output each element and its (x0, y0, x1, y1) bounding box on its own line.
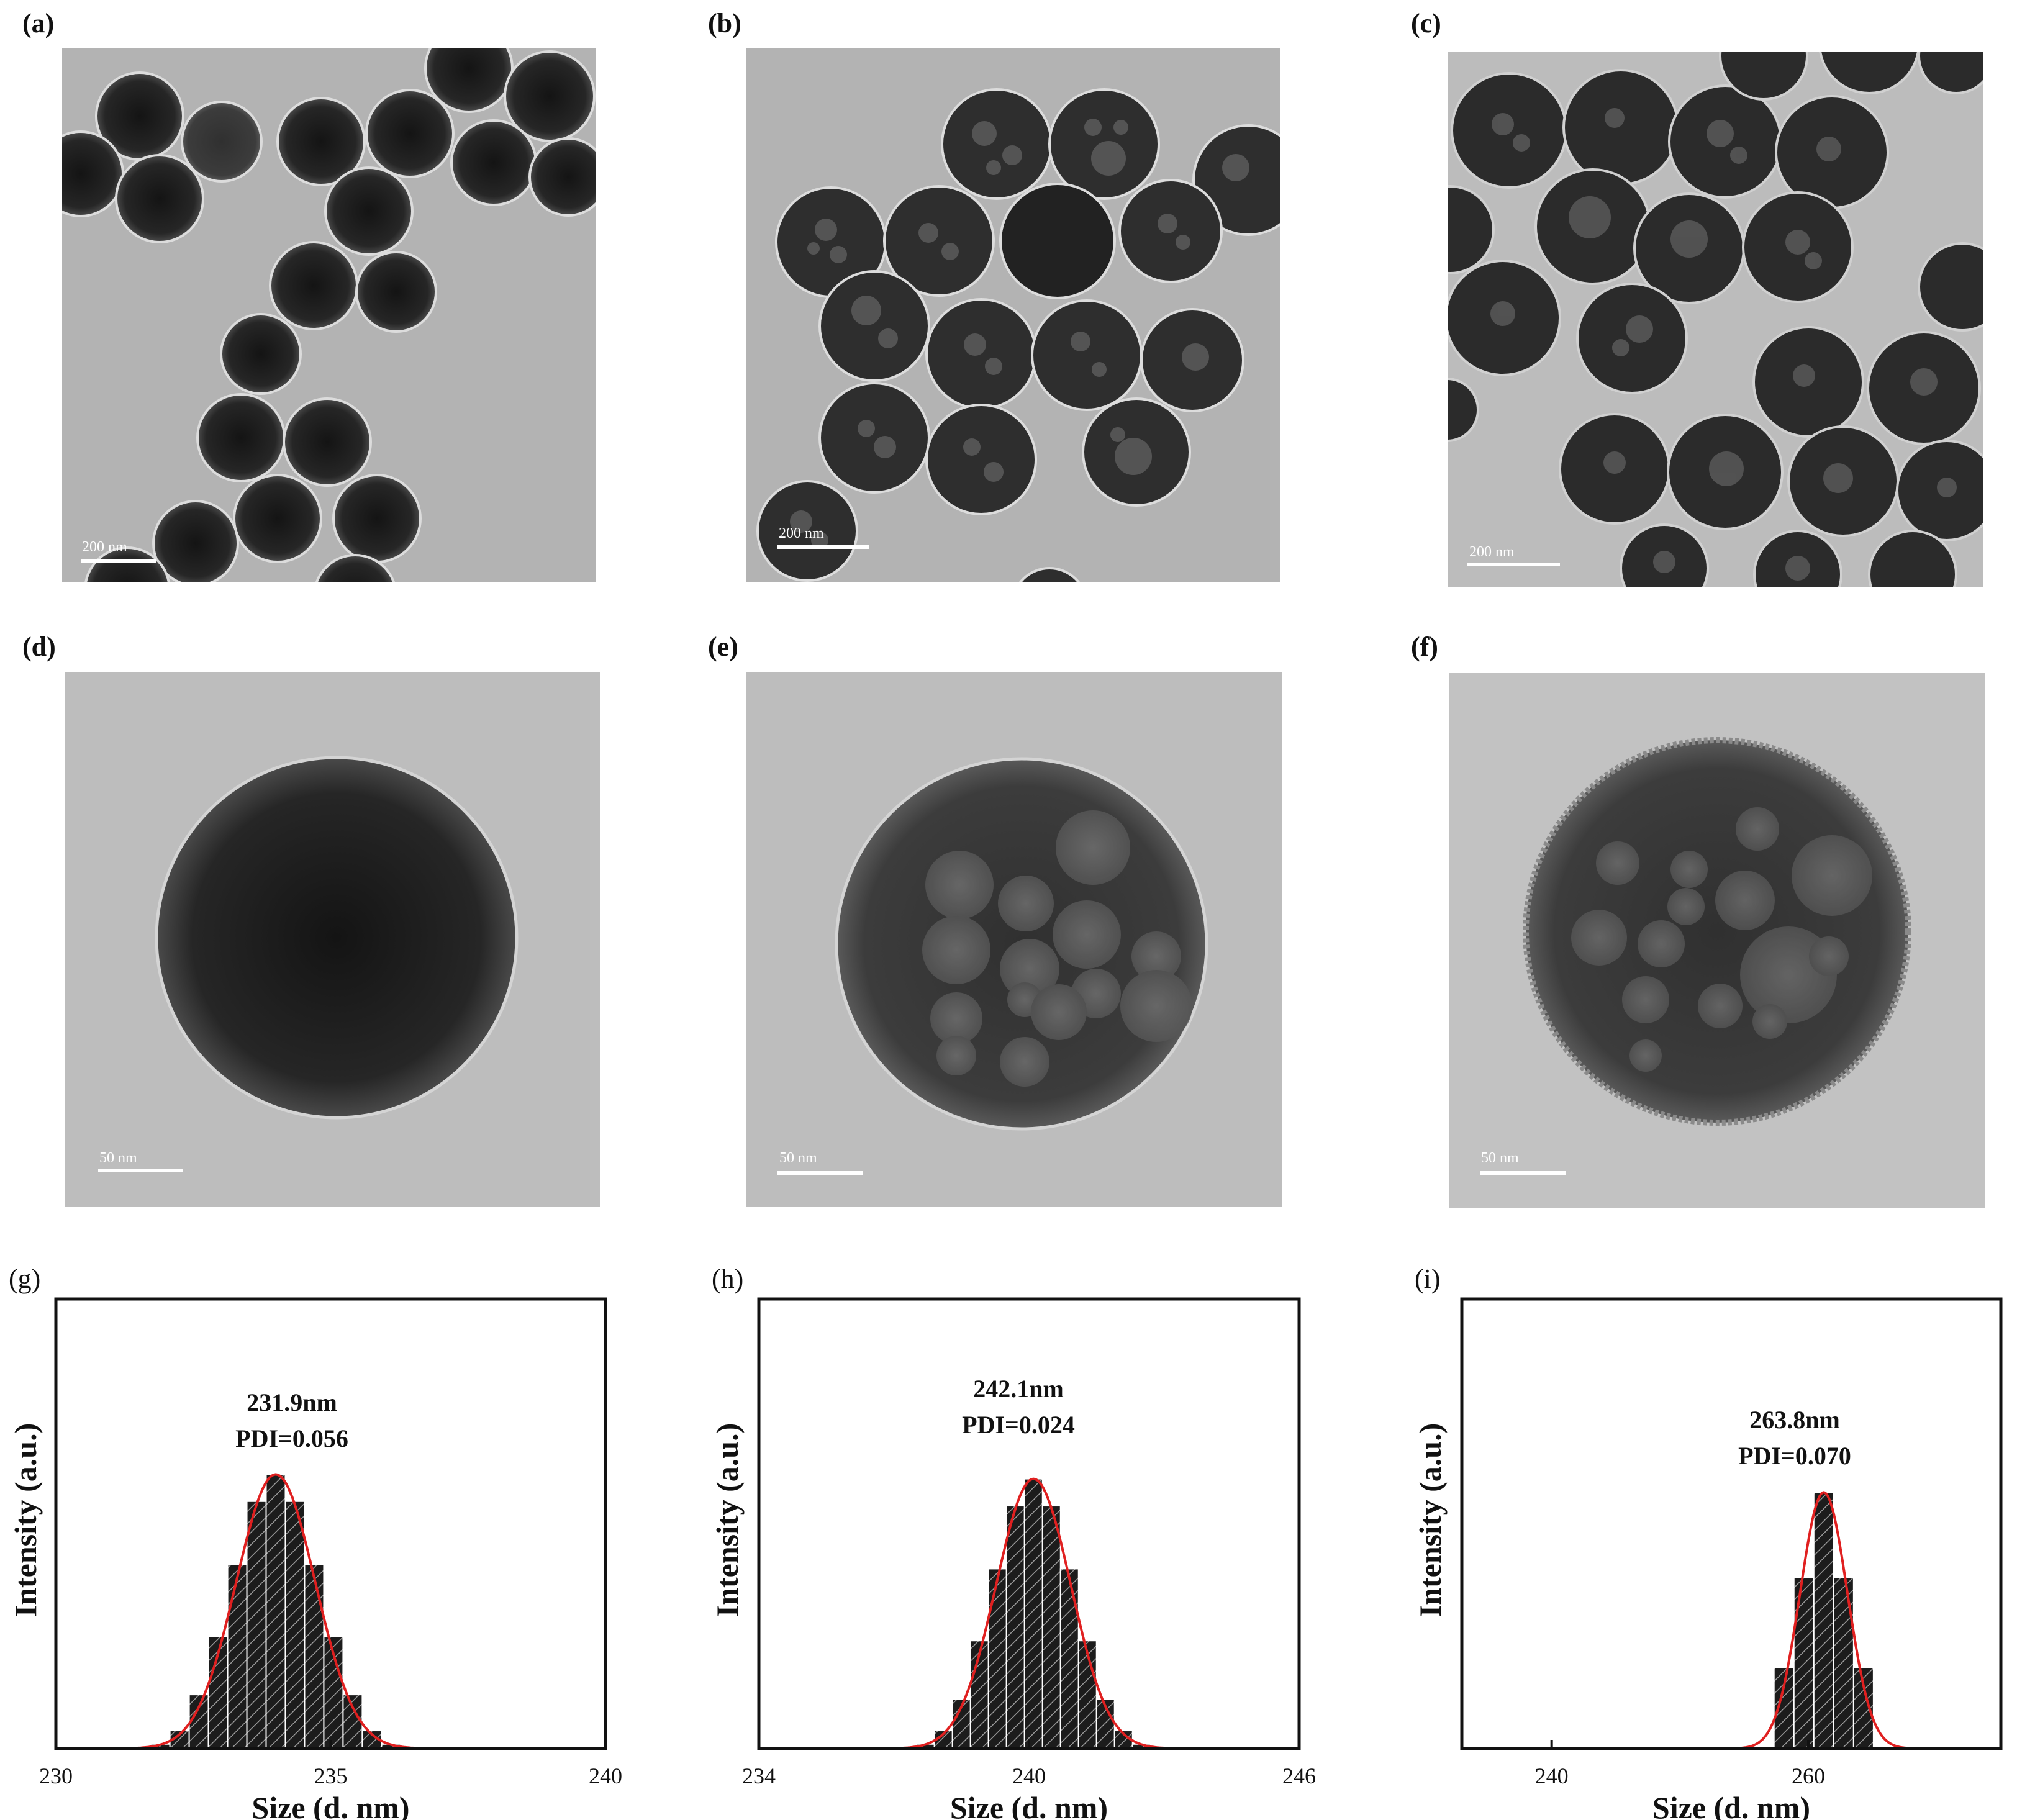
gaussian-fit-curve (876, 1477, 1190, 1750)
tem-panel-f: (f) 50 nm (1411, 632, 1985, 1208)
y-axis-title: Intensity (a.u.) (710, 1423, 745, 1618)
panel-label-e: (e) (708, 632, 738, 662)
scale-bar-label-c: 200 nm (1469, 544, 1515, 560)
histogram-bar (1023, 1478, 1043, 1750)
histogram-bar (1005, 1505, 1025, 1750)
tem-panel-d: (d) 50 nm (22, 632, 600, 1207)
tem-panel-a: (a) 200 nm (22, 8, 596, 582)
tem-panel-b: (b) (708, 8, 1280, 582)
peak-annotation-line: 231.9nm (247, 1388, 337, 1416)
pores-f (1571, 807, 1872, 1072)
peak-annotation-line: PDI=0.056 (235, 1424, 348, 1452)
pores-e (922, 810, 1192, 1087)
panel-label-chart-2: (i) (1415, 1264, 1441, 1294)
scale-bar-label-e: 50 nm (779, 1150, 817, 1166)
scale-bar-label-b: 200 nm (779, 525, 824, 541)
x-tick-label: 260 (1792, 1763, 1825, 1788)
tem-panel-c: (c) 200 nm (1411, 8, 1983, 587)
histogram-bar (342, 1694, 363, 1750)
histogram-bar (265, 1474, 286, 1750)
scale-bar-e (777, 1171, 863, 1175)
histogram-bar (227, 1564, 248, 1749)
x-axis-title: Size (d. nm) (950, 1790, 1108, 1820)
x-tick-label: 240 (1535, 1763, 1569, 1788)
histogram-bar (1833, 1577, 1854, 1749)
scale-bar-label-a: 200 nm (82, 539, 127, 555)
tem-panel-e: (e) 50 nm (708, 632, 1282, 1207)
scale-bar-c (1467, 563, 1560, 566)
x-tick-label: 240 (589, 1763, 622, 1788)
histogram-bar (1793, 1577, 1815, 1749)
x-tick-label: 230 (39, 1763, 73, 1788)
histogram-bar (304, 1564, 325, 1749)
panel-label-d: (d) (22, 632, 56, 662)
plot-frame (1460, 1297, 2003, 1750)
histogram-chart-0: (g) 230 235 240 Size (d. nm) Intensity (a.u.)… (8, 1264, 622, 1820)
single-particle-d (155, 756, 519, 1120)
histogram-bar (246, 1500, 267, 1750)
gaussian-fit-curve (109, 1473, 442, 1750)
scale-bar-d (98, 1169, 183, 1172)
scale-bar-a (81, 559, 156, 563)
peak-annotation-line: PDI=0.070 (1738, 1442, 1851, 1470)
histogram-bar (1077, 1640, 1097, 1749)
scale-bar-label-f: 50 nm (1481, 1150, 1519, 1166)
histogram-bar (1813, 1492, 1834, 1750)
particle-cluster-b (756, 88, 1280, 582)
histogram-bar (1041, 1505, 1061, 1750)
particle-cluster-a (62, 48, 596, 582)
panel-label-c: (c) (1411, 8, 1441, 38)
peak-annotation-line: 242.1nm (973, 1375, 1064, 1403)
y-axis-title: Intensity (a.u.) (8, 1423, 43, 1618)
histogram-bar (969, 1640, 989, 1749)
histogram-chart-1: (h) 234 240 246 Size (d. nm) Intensity (a.u.)… (710, 1264, 1316, 1820)
scale-bar-label-d: 50 nm (99, 1150, 137, 1166)
scale-bar-f (1480, 1171, 1566, 1175)
histogram-bar (188, 1694, 209, 1750)
x-tick-label: 234 (742, 1763, 776, 1788)
panel-label-chart-1: (h) (712, 1264, 743, 1294)
histogram-bar (1059, 1568, 1079, 1749)
panel-label-f: (f) (1411, 632, 1438, 662)
x-tick-label: 235 (314, 1763, 348, 1788)
peak-annotation-line: PDI=0.024 (962, 1411, 1075, 1439)
single-particle-f (1523, 737, 1911, 1126)
x-axis-title: Size (d. nm) (252, 1790, 409, 1820)
peak-annotation-line: 263.8nm (1749, 1406, 1840, 1434)
y-axis-title: Intensity (a.u.) (1413, 1423, 1448, 1618)
scale-bar-b (777, 545, 869, 549)
panel-label-a: (a) (22, 8, 54, 38)
x-tick-label: 246 (1282, 1763, 1316, 1788)
x-axis-title: Size (d. nm) (1652, 1790, 1810, 1820)
panel-label-chart-0: (g) (9, 1264, 40, 1294)
panel-label-b: (b) (708, 8, 741, 38)
gaussian-fit-curve (1724, 1491, 1924, 1750)
histogram-bar (284, 1500, 306, 1750)
x-tick-label: 240 (1012, 1763, 1046, 1788)
particle-cluster-c (1448, 52, 1983, 587)
histogram-bar (987, 1568, 1007, 1749)
